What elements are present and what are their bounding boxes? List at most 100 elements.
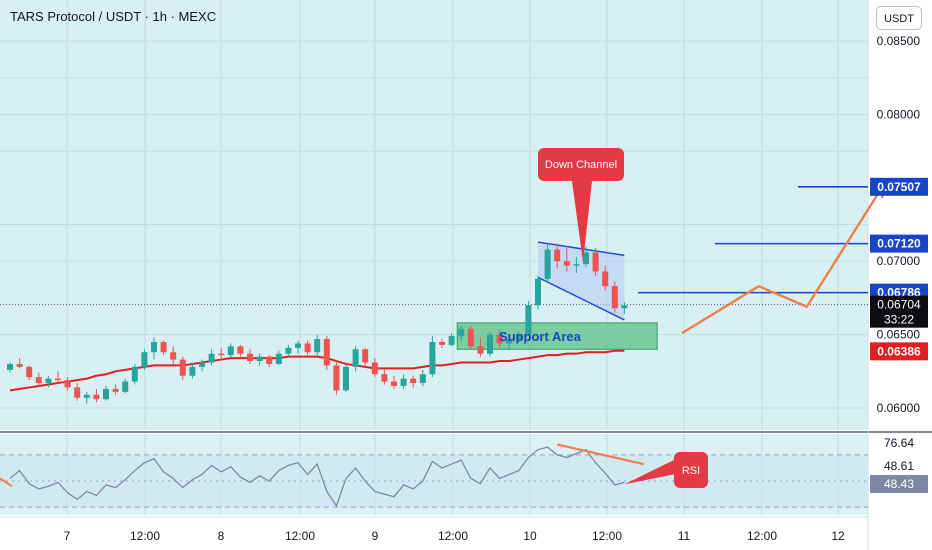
rsi-callout-box — [674, 452, 708, 488]
last-price-label-box — [870, 295, 928, 328]
down-channel-callout-box — [538, 148, 624, 181]
candle-body — [439, 341, 445, 345]
candle-body — [295, 343, 301, 348]
time-tick-label: 12:00 — [438, 529, 468, 543]
price-tick-label: 0.08000 — [877, 107, 921, 121]
candle-body — [544, 249, 551, 279]
candle-body — [563, 261, 570, 266]
time-tick-label: 12:00 — [285, 529, 315, 543]
candle-body — [381, 374, 388, 382]
currency-unit-button[interactable]: USDT — [876, 6, 922, 30]
candle-body — [7, 363, 13, 370]
support-area-label: Support Area — [499, 329, 582, 344]
rsi-callout: RSI — [624, 452, 708, 488]
chart-title: TARS Protocol / USDT · 1h · MEXC — [10, 9, 217, 24]
candle-body — [208, 353, 215, 363]
rsi-axis-label: 76.64 — [884, 436, 914, 450]
candle-body — [602, 271, 609, 287]
candle-body — [362, 349, 369, 363]
candle-body — [247, 353, 253, 362]
candle-body — [304, 343, 311, 353]
candle-body — [352, 349, 359, 367]
candle-body — [477, 346, 484, 354]
candle-body — [237, 346, 244, 354]
price-tick-label: 0.06000 — [877, 401, 921, 415]
candle-body — [467, 328, 474, 347]
candle-body — [343, 366, 349, 391]
candle-body — [122, 381, 129, 392]
rsi-edge-stroke — [0, 477, 13, 488]
candle-body — [583, 252, 589, 265]
candle-body — [26, 366, 33, 378]
candle-body — [323, 339, 330, 366]
candle-body — [611, 286, 618, 309]
candle-body — [554, 249, 561, 262]
rsi-divergence-line — [556, 443, 644, 466]
price-tick-label: 0.07000 — [877, 254, 921, 268]
candle-body — [131, 366, 138, 382]
rsi-callout-text: RSI — [682, 465, 700, 477]
price-axis-label: 0.07120 — [877, 237, 921, 251]
rsi-last-value-label: 48.43 — [884, 477, 914, 491]
candle-body — [199, 362, 205, 367]
time-tick-label: 10 — [523, 529, 537, 543]
down-channel-callout: Down Channel — [538, 148, 624, 263]
candle-body — [16, 363, 23, 367]
candle-body — [64, 380, 71, 388]
candle-body — [55, 378, 61, 381]
candle-body — [621, 305, 628, 309]
time-tick-label: 12 — [831, 529, 845, 543]
candle-body — [496, 334, 503, 344]
time-tick-label: 12:00 — [747, 529, 777, 543]
candle-body — [218, 353, 225, 356]
candle-body — [410, 378, 417, 384]
price-label-box — [870, 342, 928, 361]
candle-body — [35, 377, 42, 384]
candle-body — [448, 336, 455, 345]
candle-body — [419, 374, 426, 384]
candle-body — [160, 341, 167, 353]
time-tick-label: 11 — [678, 529, 691, 543]
candle-body — [170, 352, 177, 360]
candle-body — [400, 378, 407, 386]
candle-body — [256, 356, 263, 362]
candle-body — [45, 378, 52, 384]
price-axis-label: 0.06386 — [877, 344, 921, 358]
moving-average-line — [9, 349, 625, 392]
time-tick-label: 12:00 — [592, 529, 622, 543]
countdown-label: 33:22 — [884, 313, 914, 327]
price-tick-label: 0.06500 — [877, 328, 921, 342]
candle-body — [487, 334, 493, 354]
candle-body — [506, 339, 513, 344]
down-channel-fill — [538, 242, 625, 320]
candle-body — [371, 362, 378, 375]
candle-body — [93, 394, 100, 400]
time-tick-label: 8 — [218, 529, 225, 543]
rsi-line — [9, 446, 625, 508]
candle-body — [151, 341, 157, 353]
candle-body — [275, 353, 282, 364]
candle-body — [391, 381, 397, 386]
candle-body — [179, 359, 186, 376]
time-tick-label: 7 — [64, 529, 71, 543]
time-tick-label: 12:00 — [130, 529, 160, 543]
candle-body — [227, 346, 234, 356]
candle-body — [333, 365, 340, 391]
price-label-box — [870, 234, 928, 253]
candle-body — [592, 252, 599, 272]
candle-body — [266, 356, 273, 364]
candle-body — [429, 341, 436, 375]
projection-path — [681, 184, 885, 335]
candle-body — [112, 388, 119, 392]
price-tick-label: 0.08500 — [877, 34, 921, 48]
down-channel-callout-text: Down Channel — [545, 159, 617, 171]
candle-body — [458, 328, 465, 337]
rsi-last-value-box — [870, 475, 928, 493]
price-axis-label: 0.07507 — [877, 180, 921, 194]
candle-body — [74, 387, 81, 398]
candle-body — [141, 352, 148, 367]
last-price-label: 0.06704 — [877, 298, 921, 312]
time-tick-label: 9 — [372, 529, 379, 543]
